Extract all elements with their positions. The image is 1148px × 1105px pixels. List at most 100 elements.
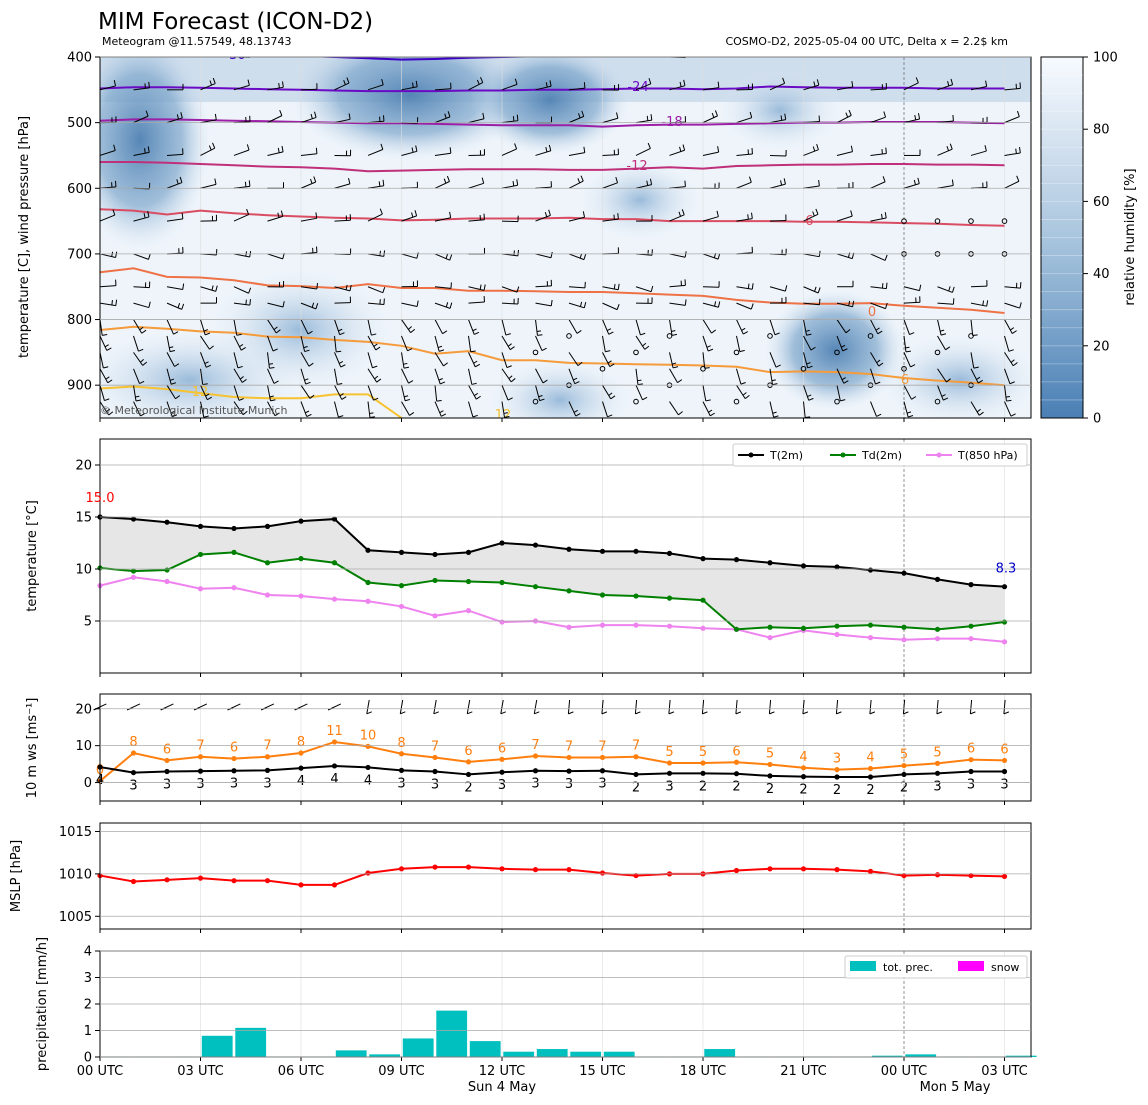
wind-barb bbox=[100, 335, 112, 351]
wind-barb bbox=[434, 253, 453, 261]
data-point bbox=[465, 549, 472, 555]
data-point bbox=[901, 762, 907, 769]
temperature-ylabel: temperature [°C] bbox=[25, 500, 40, 612]
wind-barb bbox=[166, 283, 185, 290]
data-point bbox=[331, 596, 338, 602]
data-point bbox=[164, 578, 170, 585]
wind-barb bbox=[501, 368, 516, 383]
data-point bbox=[197, 523, 204, 529]
wind-barb bbox=[669, 319, 678, 336]
isotherm-label: -30 bbox=[224, 48, 245, 63]
wind-barb bbox=[501, 179, 519, 189]
data-point bbox=[231, 585, 237, 591]
wind-barb bbox=[836, 385, 846, 402]
wind-barb bbox=[636, 215, 653, 222]
isotherm-line bbox=[100, 325, 1005, 387]
wind-barb bbox=[368, 57, 385, 58]
wind-barb bbox=[300, 212, 318, 222]
wind-barb bbox=[903, 401, 914, 418]
wind-barb bbox=[233, 385, 244, 401]
data-point bbox=[666, 595, 673, 601]
wind-barb bbox=[267, 281, 285, 288]
data-point bbox=[499, 619, 505, 625]
colorbar-tick-label: 40 bbox=[1093, 267, 1110, 282]
wind-barb bbox=[569, 57, 571, 58]
wind-barb bbox=[501, 319, 511, 336]
wind-barb bbox=[233, 401, 248, 416]
wind-barb bbox=[100, 299, 118, 307]
data-point bbox=[365, 743, 371, 749]
y-tick-label: 900 bbox=[67, 379, 92, 394]
wind-barb bbox=[133, 253, 151, 260]
wind-barb bbox=[802, 699, 809, 715]
wind-barb bbox=[133, 352, 148, 366]
data-point bbox=[331, 560, 338, 566]
data-point bbox=[767, 773, 773, 779]
data-point bbox=[733, 867, 740, 874]
calm-wind-symbol bbox=[633, 349, 639, 356]
data-point bbox=[432, 551, 438, 558]
wind-barb bbox=[1004, 82, 1021, 91]
data-point bbox=[867, 774, 874, 780]
wind-barb bbox=[334, 296, 351, 304]
wind-barb bbox=[636, 57, 642, 58]
wind-barb bbox=[166, 176, 183, 189]
wind-value-label: 2 bbox=[699, 779, 707, 794]
wind-barb bbox=[233, 79, 250, 91]
wind-barb bbox=[200, 368, 208, 386]
data-point bbox=[398, 603, 405, 610]
data-point bbox=[633, 622, 639, 628]
isotherm-label: 12 bbox=[495, 408, 512, 423]
x-tick-label: 00 UTC bbox=[77, 1064, 123, 1079]
data-point bbox=[164, 519, 170, 525]
wind-barb bbox=[100, 279, 117, 288]
wind-barb bbox=[970, 80, 988, 91]
legend-snow: snow bbox=[991, 961, 1019, 974]
wind-barb bbox=[568, 146, 586, 156]
copyright-note: © Meteorological Institute Munich bbox=[100, 404, 287, 417]
wind-barb bbox=[736, 335, 745, 353]
wind-barb bbox=[267, 145, 284, 156]
precip-bar bbox=[503, 1051, 535, 1057]
wind-barb bbox=[334, 352, 346, 368]
wind-barb bbox=[399, 699, 406, 715]
wind-barb bbox=[937, 57, 952, 58]
wind-barb bbox=[233, 57, 251, 58]
data-point bbox=[666, 760, 673, 766]
data-point bbox=[633, 548, 639, 554]
data-point bbox=[499, 866, 505, 872]
wind-barb bbox=[133, 81, 150, 91]
y-tick-label: 15 bbox=[75, 511, 92, 526]
data-point bbox=[432, 754, 438, 761]
temperature-panel: temperature [°C] 5 10 15 20 15.0 8.3 T(2m) … bbox=[25, 438, 1032, 677]
data-point bbox=[800, 774, 807, 780]
data-point bbox=[733, 557, 740, 563]
wind-barb bbox=[367, 368, 382, 383]
wind-barb bbox=[602, 352, 615, 368]
figure-title: MIM Forecast (ICON-D2) bbox=[98, 9, 373, 35]
wind-barb bbox=[334, 77, 350, 91]
data-point bbox=[633, 771, 639, 778]
data-point bbox=[666, 623, 673, 629]
wind-barb bbox=[835, 699, 842, 715]
wind-value-label: 2 bbox=[799, 783, 807, 798]
data-point bbox=[934, 576, 941, 583]
wind-barb bbox=[1004, 401, 1016, 417]
y-tick-label: 20 bbox=[75, 702, 92, 717]
wind-barb bbox=[602, 84, 620, 91]
wind-barb bbox=[836, 300, 855, 308]
wind-barb bbox=[870, 176, 886, 189]
data-point bbox=[867, 567, 874, 573]
wind-barb bbox=[367, 179, 385, 189]
wind-barb bbox=[602, 112, 619, 124]
wind-barb bbox=[334, 214, 351, 222]
precip-bar bbox=[871, 1055, 903, 1057]
wind-barb bbox=[1004, 368, 1015, 385]
wind-barb bbox=[200, 384, 213, 401]
wind-barb bbox=[367, 143, 384, 156]
wind-value-label: 8 bbox=[297, 735, 305, 750]
wind-barb bbox=[870, 401, 882, 417]
legend-t2m: T(2m) bbox=[769, 449, 803, 462]
wind-value-label: 3 bbox=[498, 778, 506, 793]
